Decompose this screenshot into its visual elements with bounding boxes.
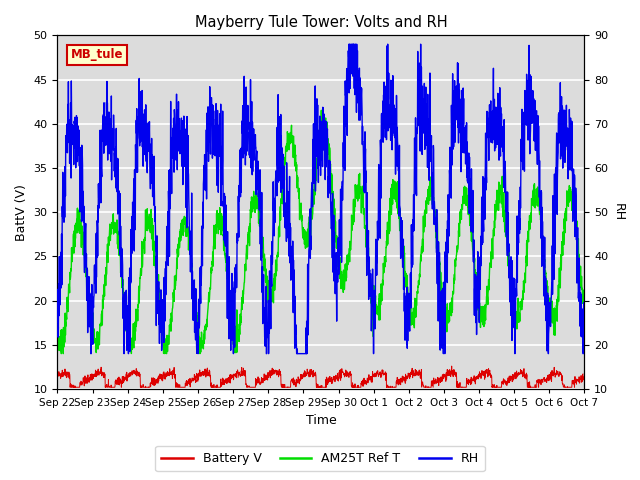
Y-axis label: BattV (V): BattV (V) [15,184,28,240]
Legend: Battery V, AM25T Ref T, RH: Battery V, AM25T Ref T, RH [155,446,485,471]
Y-axis label: RH: RH [612,203,625,221]
Text: MB_tule: MB_tule [70,48,123,61]
X-axis label: Time: Time [305,414,336,427]
Title: Mayberry Tule Tower: Volts and RH: Mayberry Tule Tower: Volts and RH [195,15,447,30]
